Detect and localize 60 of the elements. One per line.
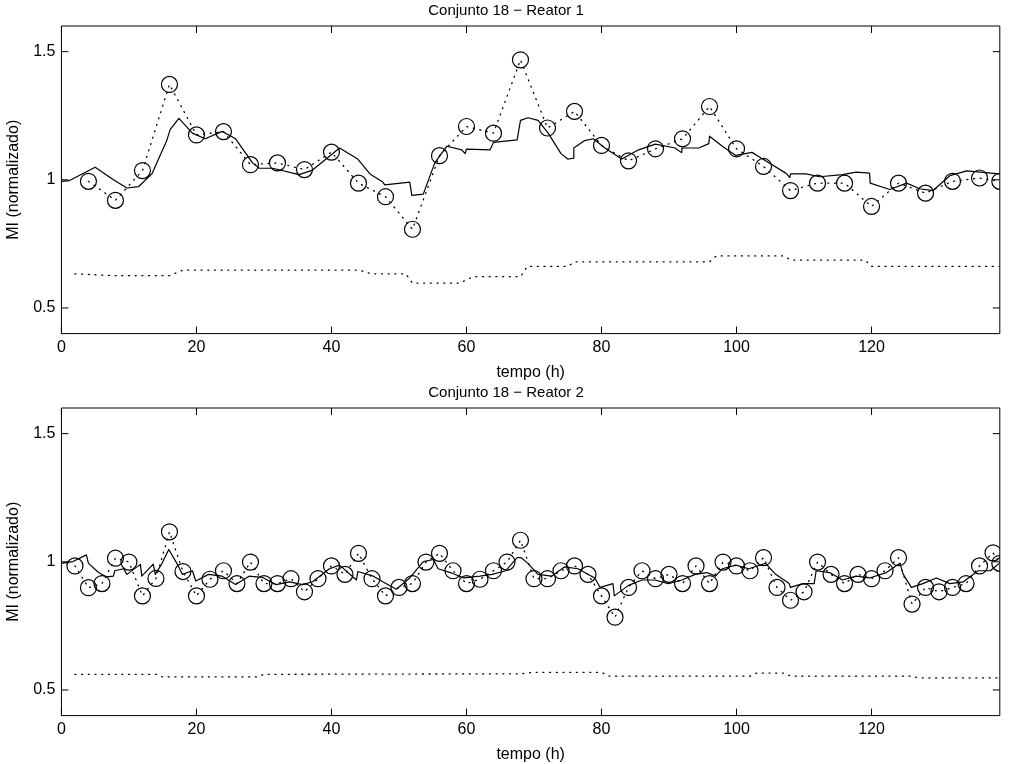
point xyxy=(565,102,584,120)
y-tick-label: 1 xyxy=(46,552,56,570)
point xyxy=(862,197,881,216)
point xyxy=(646,140,665,158)
point xyxy=(484,124,503,142)
y-tick-label: 0.5 xyxy=(33,680,56,698)
x-tick-label: 60 xyxy=(457,337,476,355)
point xyxy=(187,126,206,144)
x-axis-title: tempo (h) xyxy=(496,362,565,380)
point xyxy=(619,152,638,170)
point xyxy=(727,140,746,158)
point xyxy=(430,147,449,165)
x-tick-label: 80 xyxy=(592,337,611,355)
point xyxy=(511,51,530,69)
x-tick-label: 120 xyxy=(858,719,885,737)
point xyxy=(889,174,908,192)
y-tick-label: 1.5 xyxy=(33,424,56,442)
point xyxy=(700,97,719,116)
x-tick-label: 40 xyxy=(322,719,341,737)
point xyxy=(754,157,773,176)
point xyxy=(457,117,476,136)
y-tick-label: 1 xyxy=(46,170,56,188)
point xyxy=(106,191,125,209)
point xyxy=(970,169,989,187)
point xyxy=(268,154,287,172)
x-axis-title: tempo (h) xyxy=(496,744,565,762)
x-tick-label: 0 xyxy=(56,719,66,737)
x-tick-label: 0 xyxy=(56,337,66,355)
x-tick-label: 60 xyxy=(457,719,476,737)
point xyxy=(376,188,395,206)
point xyxy=(781,181,800,200)
point xyxy=(943,172,962,190)
point xyxy=(349,174,368,192)
point xyxy=(403,220,422,238)
point xyxy=(160,75,179,94)
x-tick-label: 80 xyxy=(592,719,611,737)
point xyxy=(673,130,692,148)
x-tick-label: 100 xyxy=(723,719,750,737)
point xyxy=(808,174,827,192)
x-tick-label: 20 xyxy=(187,719,206,737)
point xyxy=(295,160,314,179)
point xyxy=(835,174,854,192)
chart-title: Conjunto 18 − Reator 2 xyxy=(428,383,584,401)
point xyxy=(241,156,260,174)
point xyxy=(79,172,98,190)
y-axis-title: MI (normalizado) xyxy=(4,119,22,240)
y-tick-label: 1.5 xyxy=(33,42,56,60)
point xyxy=(133,161,152,180)
x-tick-label: 120 xyxy=(858,337,885,355)
x-tick-label: 40 xyxy=(322,337,341,355)
point xyxy=(214,123,233,141)
chart-title: Conjunto 18 − Reator 1 xyxy=(428,1,584,19)
point xyxy=(538,119,557,137)
y-axis-title: MI (normalizado) xyxy=(4,501,22,622)
point xyxy=(322,143,341,161)
point xyxy=(916,184,935,202)
point xyxy=(592,136,611,155)
x-tick-label: 20 xyxy=(187,337,206,355)
x-tick-label: 100 xyxy=(723,337,750,355)
y-tick-label: 0.5 xyxy=(33,298,56,316)
